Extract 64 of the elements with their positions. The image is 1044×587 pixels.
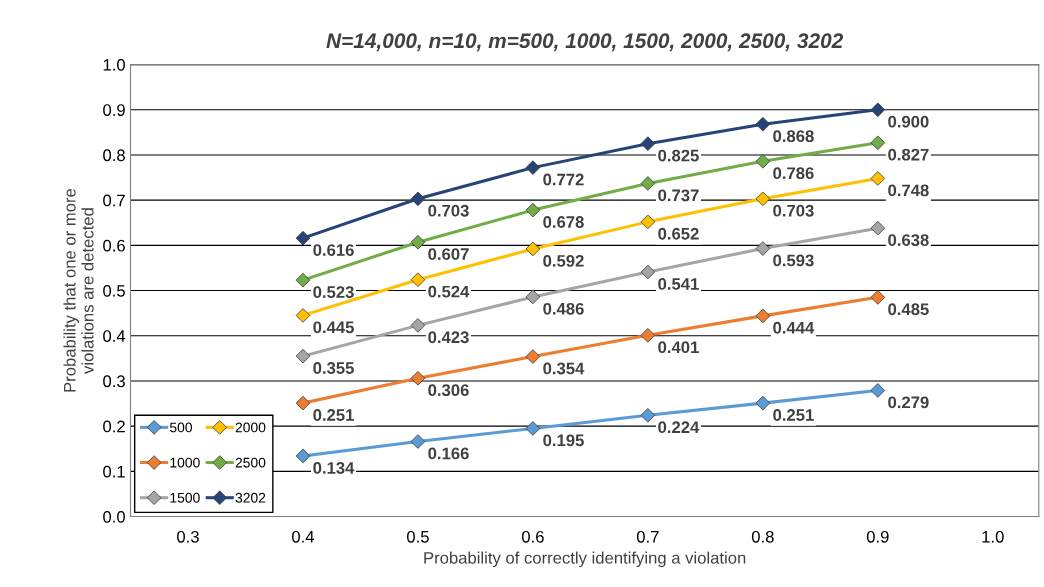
x-tick-label: 0.3 bbox=[177, 530, 199, 543]
data-label: 0.900 bbox=[888, 115, 929, 128]
y-tick-label: 0.7 bbox=[103, 194, 125, 207]
data-label: 0.485 bbox=[888, 303, 929, 316]
x-axis-title: Probability of correctly identifying a violation bbox=[424, 551, 746, 568]
legend-label: 2000 bbox=[235, 422, 266, 433]
data-label: 0.703 bbox=[773, 204, 814, 217]
data-label: 0.523 bbox=[313, 286, 354, 298]
data-label: 0.616 bbox=[313, 244, 354, 256]
data-label: 0.251 bbox=[313, 409, 354, 421]
data-label: 0.445 bbox=[313, 321, 354, 334]
data-label: 0.786 bbox=[773, 167, 814, 180]
x-tick-label: 0.8 bbox=[751, 530, 774, 543]
y-tick-label: 0.2 bbox=[103, 420, 125, 433]
data-label: 0.638 bbox=[888, 234, 929, 247]
x-tick-label: 0.9 bbox=[866, 530, 889, 543]
y-tick-label: 0.5 bbox=[103, 284, 125, 297]
x-tick-label: 0.7 bbox=[636, 530, 659, 543]
data-label: 0.355 bbox=[313, 362, 354, 374]
data-label: 0.354 bbox=[543, 362, 585, 375]
data-label: 0.592 bbox=[543, 254, 584, 267]
data-label: 0.486 bbox=[543, 302, 584, 315]
data-label: 0.868 bbox=[773, 130, 814, 143]
data-label: 0.401 bbox=[658, 341, 699, 354]
data-label: 0.224 bbox=[658, 421, 700, 434]
y-tick-label: 0.3 bbox=[103, 375, 125, 388]
data-label: 0.593 bbox=[773, 254, 814, 267]
y-tick-label: 0.0 bbox=[103, 510, 125, 523]
data-label: 0.772 bbox=[543, 173, 584, 186]
data-label: 0.134 bbox=[313, 461, 355, 474]
data-label: 0.306 bbox=[428, 384, 469, 397]
y-tick-label: 0.6 bbox=[103, 239, 125, 252]
x-tick-label: 0.4 bbox=[292, 530, 315, 543]
data-label: 0.703 bbox=[428, 204, 469, 217]
data-label: 0.827 bbox=[888, 148, 929, 161]
data-label: 0.166 bbox=[428, 447, 469, 460]
legend-label: 1500 bbox=[170, 492, 200, 503]
y-axis-title: Probability that one or more violations are detected bbox=[63, 188, 94, 392]
legend-label: 1000 bbox=[170, 457, 200, 468]
data-label: 0.444 bbox=[773, 321, 815, 334]
data-label: 0.825 bbox=[658, 149, 699, 162]
x-tick-label: 0.5 bbox=[407, 530, 429, 543]
legend-label: 3202 bbox=[235, 492, 266, 503]
data-label: 0.678 bbox=[543, 216, 584, 228]
chart-title: N=14,000, n=10, m=500, 1000, 1500, 2000, 2500, 3202 bbox=[326, 33, 844, 52]
data-label: 0.607 bbox=[428, 248, 469, 260]
y-tick-label: 1.0 bbox=[103, 58, 125, 71]
y-tick-label: 0.8 bbox=[103, 149, 125, 162]
y-tick-label: 0.9 bbox=[103, 104, 125, 116]
data-label: 0.737 bbox=[658, 189, 699, 202]
data-label: 0.748 bbox=[888, 184, 929, 197]
data-label: 0.541 bbox=[658, 278, 699, 290]
legend-label: 2500 bbox=[235, 457, 266, 468]
data-label: 0.524 bbox=[428, 285, 470, 298]
x-tick-label: 1.0 bbox=[982, 530, 1004, 543]
data-label: 0.279 bbox=[888, 396, 929, 409]
data-label: 0.195 bbox=[543, 434, 584, 447]
y-tick-label: 0.4 bbox=[103, 330, 126, 342]
y-tick-label: 0.1 bbox=[103, 465, 125, 478]
data-label: 0.423 bbox=[428, 331, 469, 344]
x-tick-label: 0.6 bbox=[521, 530, 544, 543]
data-label: 0.251 bbox=[773, 409, 814, 421]
legend-label: 500 bbox=[169, 422, 193, 433]
data-label: 0.652 bbox=[658, 227, 699, 240]
